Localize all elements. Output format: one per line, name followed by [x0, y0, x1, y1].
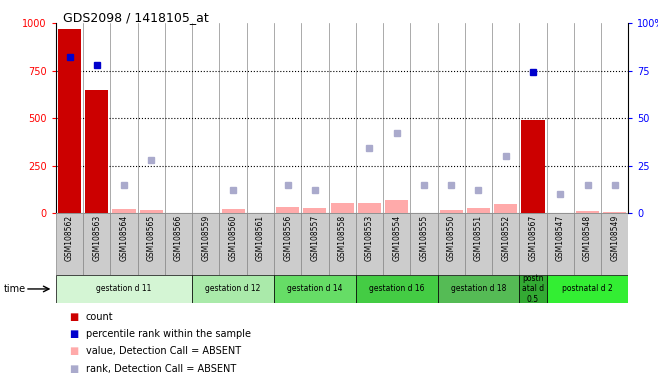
Bar — [113, 209, 136, 213]
Bar — [330, 203, 354, 213]
Text: postnatal d 2: postnatal d 2 — [562, 285, 613, 293]
Bar — [576, 211, 599, 213]
Text: percentile rank within the sample: percentile rank within the sample — [86, 329, 251, 339]
Text: ■: ■ — [69, 312, 78, 322]
Text: GSM108562: GSM108562 — [65, 215, 74, 261]
Bar — [139, 210, 163, 213]
Bar — [494, 204, 517, 213]
Text: time: time — [3, 284, 26, 294]
Bar — [492, 213, 519, 275]
Text: GSM108556: GSM108556 — [283, 215, 292, 261]
Bar — [274, 275, 356, 303]
Bar — [111, 213, 138, 275]
Text: gestation d 14: gestation d 14 — [287, 285, 343, 293]
Bar — [138, 213, 165, 275]
Text: GSM108555: GSM108555 — [419, 215, 428, 261]
Text: GSM108559: GSM108559 — [201, 215, 211, 261]
Text: gestation d 18: gestation d 18 — [451, 285, 506, 293]
Bar — [356, 213, 383, 275]
Bar — [385, 200, 408, 213]
Bar — [83, 213, 111, 275]
Bar — [358, 203, 381, 213]
Bar — [465, 213, 492, 275]
Text: gestation d 12: gestation d 12 — [205, 285, 261, 293]
Text: ■: ■ — [69, 329, 78, 339]
Bar — [574, 213, 601, 275]
Bar — [165, 213, 192, 275]
Bar — [86, 89, 109, 213]
Bar — [328, 213, 356, 275]
Text: GSM108558: GSM108558 — [338, 215, 347, 261]
Bar — [411, 213, 438, 275]
Bar — [356, 275, 438, 303]
Text: GSM108561: GSM108561 — [256, 215, 265, 261]
Text: gestation d 11: gestation d 11 — [96, 285, 152, 293]
Bar — [274, 213, 301, 275]
Text: ■: ■ — [69, 346, 78, 356]
Bar — [603, 212, 626, 213]
Text: value, Detection Call = ABSENT: value, Detection Call = ABSENT — [86, 346, 241, 356]
Bar — [521, 120, 545, 213]
Bar — [303, 209, 326, 213]
Text: count: count — [86, 312, 113, 322]
Bar — [383, 213, 411, 275]
Text: GDS2098 / 1418105_at: GDS2098 / 1418105_at — [63, 11, 209, 24]
Bar — [247, 213, 274, 275]
Bar — [192, 275, 274, 303]
Text: GSM108549: GSM108549 — [610, 215, 619, 261]
Bar — [467, 209, 490, 213]
Text: GSM108557: GSM108557 — [311, 215, 319, 261]
Text: GSM108565: GSM108565 — [147, 215, 156, 261]
Text: GSM108548: GSM108548 — [583, 215, 592, 261]
Bar — [222, 209, 245, 213]
Bar — [440, 210, 463, 213]
Text: GSM108560: GSM108560 — [228, 215, 238, 261]
Text: GSM108567: GSM108567 — [528, 215, 538, 261]
Text: GSM108554: GSM108554 — [392, 215, 401, 261]
Bar — [547, 213, 574, 275]
Text: GSM108547: GSM108547 — [556, 215, 565, 261]
Text: GSM108564: GSM108564 — [120, 215, 128, 261]
Text: ■: ■ — [69, 364, 78, 374]
Bar — [276, 207, 299, 213]
Text: gestation d 16: gestation d 16 — [369, 285, 424, 293]
Bar — [192, 213, 220, 275]
Text: GSM108566: GSM108566 — [174, 215, 183, 261]
Text: GSM108553: GSM108553 — [365, 215, 374, 261]
Text: GSM108550: GSM108550 — [447, 215, 456, 261]
Text: GSM108551: GSM108551 — [474, 215, 483, 261]
Bar — [56, 275, 192, 303]
Bar — [56, 213, 83, 275]
Text: rank, Detection Call = ABSENT: rank, Detection Call = ABSENT — [86, 364, 236, 374]
Bar — [438, 213, 465, 275]
Bar — [58, 29, 81, 213]
Bar — [547, 275, 628, 303]
Bar — [601, 213, 628, 275]
Text: postn
atal d
0.5: postn atal d 0.5 — [522, 274, 544, 304]
Text: GSM108552: GSM108552 — [501, 215, 510, 261]
Bar — [438, 275, 519, 303]
Text: GSM108563: GSM108563 — [92, 215, 101, 261]
Bar — [519, 275, 547, 303]
Bar — [301, 213, 328, 275]
Bar — [519, 213, 547, 275]
Bar — [220, 213, 247, 275]
